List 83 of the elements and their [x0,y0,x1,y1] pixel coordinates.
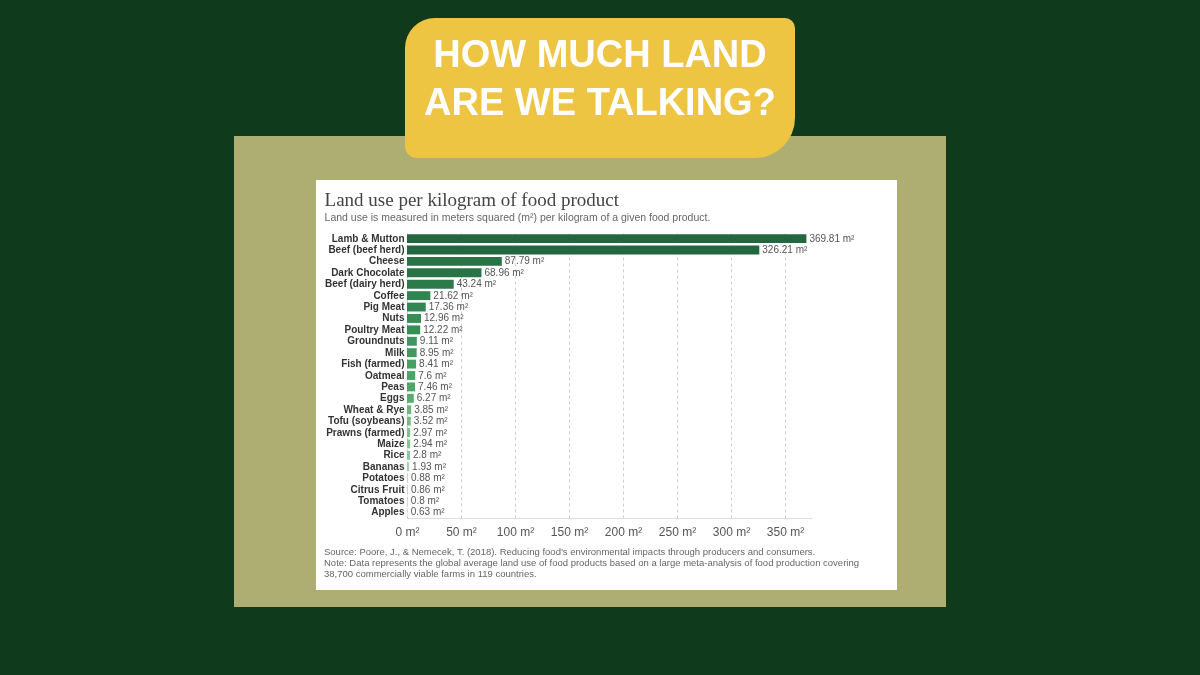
data-label: 17.36 m² [428,301,469,313]
data-label: 7.46 m² [418,380,453,392]
y-tick-label: Cheese [368,255,405,267]
bar [407,382,416,392]
y-tick-label: Fish (farmed) [341,358,405,370]
bar [407,348,417,358]
bar [407,359,417,369]
data-label: 7.6 m² [418,369,448,381]
data-label: 0.8 m² [410,495,440,506]
data-label: 326.21 m² [762,244,808,255]
bar [407,314,421,323]
data-label: 2.8 m² [413,449,443,461]
x-tick-label: 150 m² [550,524,589,539]
data-label: 68.96 m² [484,266,525,278]
data-label: 6.27 m² [416,392,452,404]
bar [407,325,421,335]
y-tick-label: Oatmeal [365,369,405,381]
text: HOW MUCH LAND ARE WE TALKING? [423,32,777,125]
bar [407,291,431,301]
y-tick-label: Dark Chocolate [331,266,405,278]
y-tick-label: Citrus Fruit [350,483,406,495]
bar [407,462,410,472]
y-tick-label: Lamb & Mutton [331,232,405,244]
y-tick-label: Nuts [382,312,405,324]
y-tick-label: Wheat & Rye [343,403,405,415]
data-label: 0.88 m² [410,472,446,484]
y-tick-label: Groundnuts [347,335,405,347]
x-tick-label: 200 m² [604,524,643,539]
bar [407,416,411,426]
chart-subtitle: Land use is measured in meters squared (m²) per kilogram of a given food product. [324,210,711,223]
bar [407,302,426,312]
data-label: 12.96 m² [424,312,465,324]
data-label: 87.79 m² [504,255,545,267]
y-tick-label: Bananas [362,460,405,472]
bar [407,234,807,244]
y-tick-label: Apples [371,506,405,518]
bar [407,428,411,437]
data-label: 43.24 m² [456,278,497,290]
y-tick-label: Tomatoes [358,495,405,506]
y-tick-label: Tofu (soybeans) [328,415,405,427]
data-label: 21.62 m² [433,289,474,301]
data-label: 9.11 m² [419,335,454,347]
data-label: 0.63 m² [410,506,446,518]
y-tick-label: Coffee [373,289,405,301]
y-tick-label: Beef (dairy herd) [325,278,405,290]
x-tick-label: 0 m² [395,524,420,539]
bar [407,256,502,266]
text: Note: Data represents the global average land use of food products based on a large meta-analysis of food production covering 38,700 commercially viable farms in 119 countries. [324,557,860,579]
data-label: 2.94 m² [413,437,448,449]
y-tick-label: Peas [381,380,405,392]
data-label: 2.97 m² [413,426,448,438]
x-tick-label: 100 m² [496,524,535,539]
y-tick-label: Rice [383,449,405,461]
x-tick-label: 350 m² [766,524,805,539]
bar [407,405,412,415]
bar [407,245,760,255]
y-tick-label: Poultry Meat [344,323,406,335]
x-tick-label: 250 m² [658,524,697,539]
y-tick-label: Pig Meat [363,301,406,313]
y-tick-label: Maize [377,437,405,449]
data-label: 369.81 m² [809,232,856,244]
source-note: Source: Poore, J., & Nemecek, T. (2018). Reducing food’s environmental impacts through producers and consumers. [324,546,817,557]
chart-title: Land use per kilogram of food product [324,188,620,210]
y-tick-label: Eggs [380,392,405,404]
bar [407,371,416,380]
y-tick-label: Beef (beef herd) [328,244,405,255]
bar [407,268,482,278]
y-tick-label: Milk [385,346,405,358]
x-tick-label: 300 m² [712,524,751,539]
data-label: 8.95 m² [419,346,455,358]
data-label: 3.85 m² [414,403,449,415]
data-label: 8.41 m² [419,358,454,370]
data-label: 1.93 m² [412,460,447,472]
y-tick-label: Prawns (farmed) [326,426,405,438]
data-label: 12.22 m² [423,323,464,335]
data-label: 0.86 m² [410,483,446,495]
data-label: 3.52 m² [413,415,449,427]
x-tick-label: 50 m² [446,524,477,539]
y-tick-label: Potatoes [362,472,405,484]
bar [407,450,411,460]
bar [407,393,414,403]
bar [407,336,417,346]
bar [407,279,454,289]
